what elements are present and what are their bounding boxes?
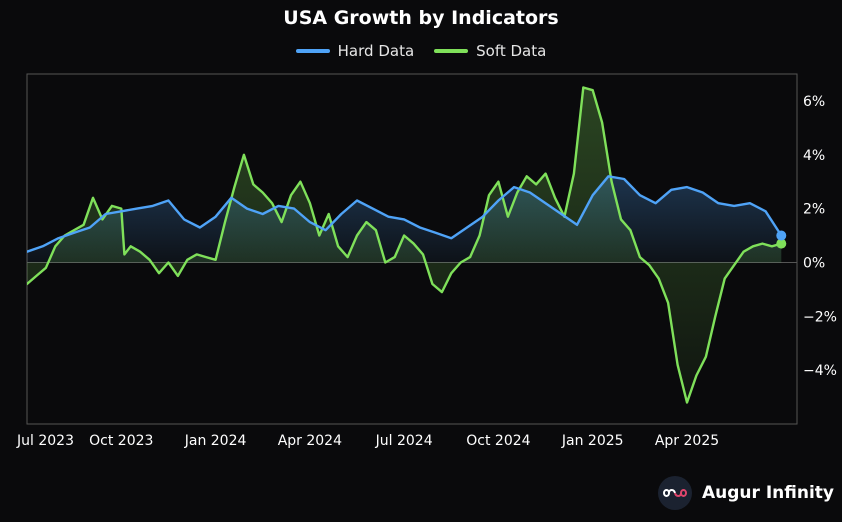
brand-logo: Augur Infinity [658,476,834,510]
y-tick-label: −4% [803,363,837,379]
legend: Hard Data Soft Data [0,42,842,60]
x-tick-label: Apr 2024 [278,433,342,449]
series-end-dot-soft-data [776,238,787,249]
plot-frame [26,73,798,425]
x-tick-label: Apr 2025 [655,433,719,449]
legend-swatch-hard [295,49,330,53]
legend-label-hard: Hard Data [337,42,415,60]
y-tick-label: 0% [803,255,825,271]
y-tick-label: −2% [803,309,837,325]
x-tick-label: Oct 2023 [89,433,153,449]
legend-item-soft-data[interactable]: Soft Data [434,42,546,60]
series-area-hard-data [27,176,782,263]
x-tick-label: Jan 2025 [561,433,624,449]
y-tick-label: 6% [803,94,825,110]
x-tick-label: Jul 2023 [16,433,74,449]
series-line-soft-data [27,86,783,404]
x-tick-label: Jan 2024 [184,433,247,449]
legend-item-hard-data[interactable]: Hard Data [295,42,415,60]
legend-label-soft: Soft Data [476,42,547,60]
chart-title: USA Growth by Indicators [283,7,559,29]
series-end-dot-hard-data [776,230,787,241]
x-tick-label: Jul 2024 [375,433,433,449]
brand-name: Augur Infinity [702,483,834,503]
y-tick-label: 2% [803,202,825,218]
series-line-hard-data [27,175,783,253]
legend-swatch-soft [434,49,469,53]
infinity-icon [658,476,692,510]
y-tick-label: 4% [803,148,825,164]
x-tick-label: Oct 2024 [466,433,530,449]
